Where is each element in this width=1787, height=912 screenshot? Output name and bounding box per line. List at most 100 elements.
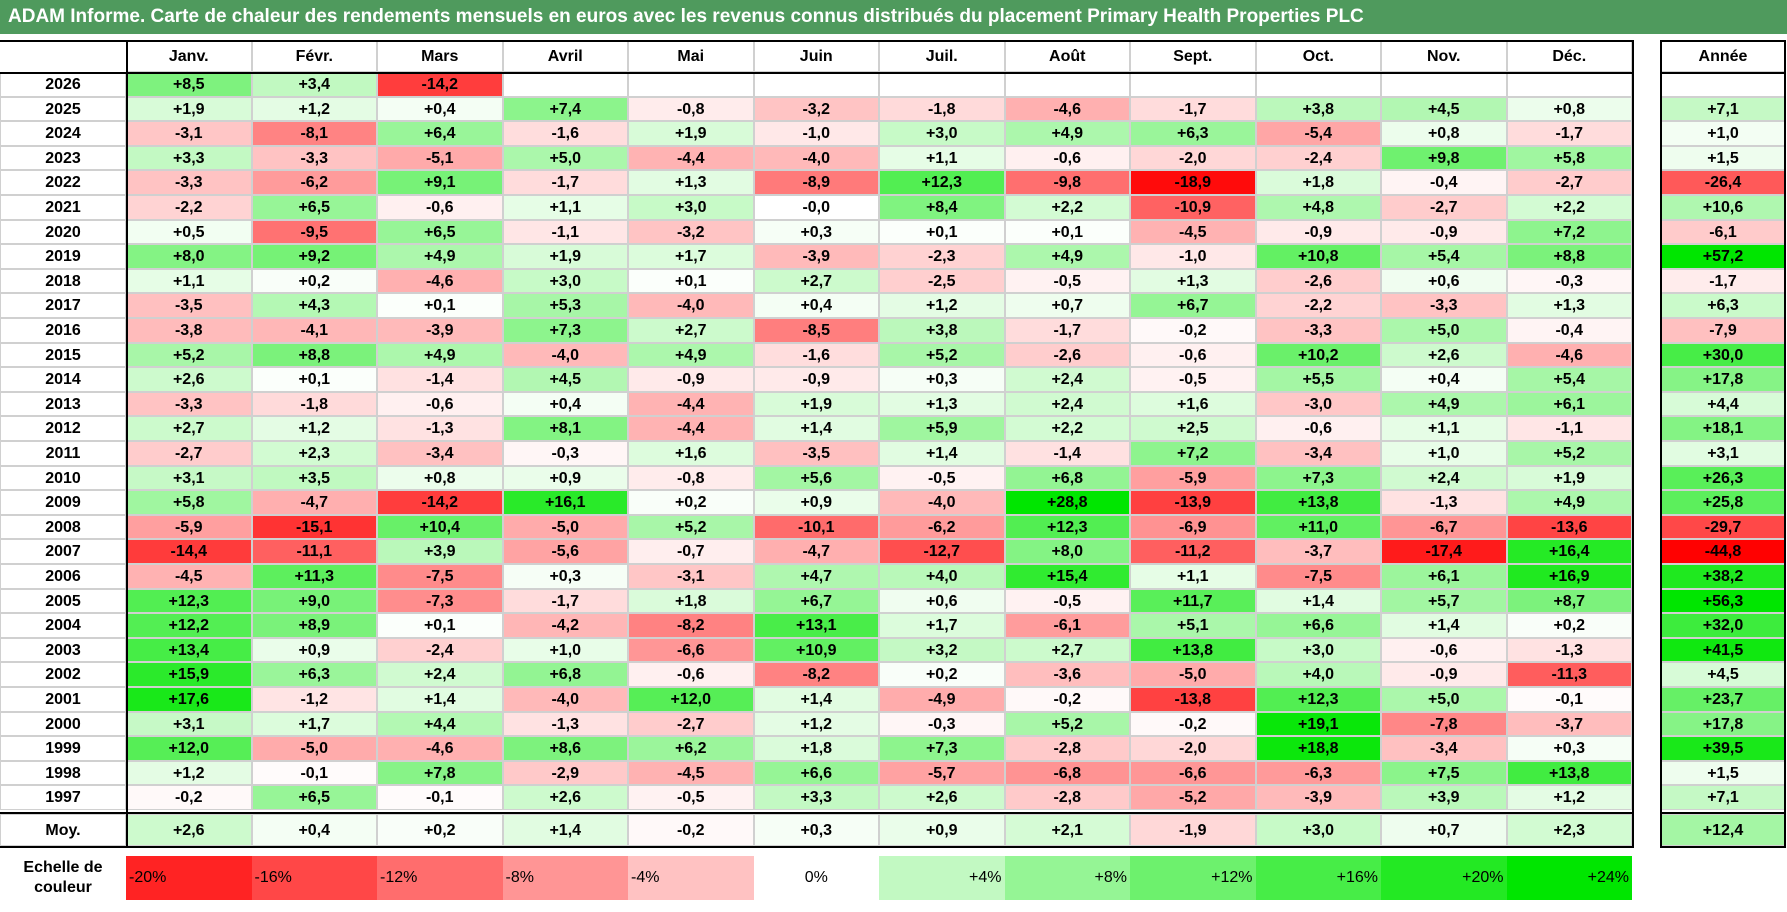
- heatmap-cell: +5,6: [753, 465, 879, 491]
- heatmap-cell: +1,4: [879, 441, 1005, 466]
- heatmap-cell: +0,5: [126, 219, 252, 245]
- heatmap-cell: +3,0: [502, 268, 628, 294]
- heatmap-cell: +2,5: [1130, 416, 1256, 441]
- heatmap-cell: +8,7: [1506, 588, 1632, 614]
- heatmap-cell: -3,0: [1255, 391, 1381, 417]
- heatmap-cell: +0,8: [1506, 96, 1632, 122]
- heatmap-cell: -5,2: [1130, 785, 1256, 810]
- heatmap-cell: -13,6: [1506, 514, 1632, 540]
- heatmap-cell: +0,2: [1506, 613, 1632, 638]
- heatmap-cell: [753, 72, 879, 97]
- grid-border: [1660, 40, 1662, 846]
- heatmap-cell: -1,8: [879, 96, 1005, 122]
- heatmap-cell: +0,3: [879, 367, 1005, 392]
- heatmap-cell: -3,5: [753, 441, 879, 466]
- heatmap-cell: -1,4: [1004, 441, 1130, 466]
- scale-swatch: 0%: [753, 856, 879, 900]
- heatmap-cell: -6,9: [1130, 514, 1256, 540]
- heatmap-cell: +19,1: [1255, 711, 1381, 737]
- scale-label-line1: Echelle de: [23, 859, 103, 876]
- heatmap-cell: -2,9: [502, 760, 628, 786]
- heatmap-cell: +1,7: [879, 613, 1005, 638]
- heatmap-cell: +2,2: [1004, 195, 1130, 220]
- heatmap-cell: +1,4: [753, 416, 879, 441]
- heatmap-cell: -4,4: [628, 416, 754, 441]
- heatmap-cell: -4,0: [502, 687, 628, 712]
- scale-swatch: -4%: [628, 856, 754, 900]
- heatmap-cell: +5,2: [1004, 711, 1130, 737]
- average-cell: -0,2: [628, 814, 754, 846]
- heatmap-cell: -1,8: [251, 391, 377, 417]
- heatmap-cell: -4,9: [879, 687, 1005, 712]
- annual-cell: +1,5: [1660, 760, 1786, 786]
- heatmap-cell: +0,8: [377, 465, 503, 491]
- heatmap-cell: +3,0: [628, 195, 754, 220]
- heatmap-cell: +12,3: [1255, 687, 1381, 712]
- average-cell: +1,4: [502, 814, 628, 846]
- heatmap-cell: +5,8: [126, 490, 252, 515]
- heatmap-cell: +1,2: [1506, 785, 1632, 810]
- heatmap-cell: -5,9: [1130, 465, 1256, 491]
- heatmap-cell: -8,2: [753, 662, 879, 687]
- heatmap-cell: +2,6: [502, 785, 628, 810]
- heatmap-cell: -4,6: [1004, 96, 1130, 122]
- heatmap-cell: +6,8: [502, 662, 628, 687]
- scale-swatch: -16%: [251, 856, 377, 900]
- heatmap-cell: +2,4: [1381, 465, 1507, 491]
- heatmap-cell: -1,1: [502, 219, 628, 245]
- year-label: 2023: [0, 145, 126, 171]
- heatmap-cell: +6,1: [1381, 564, 1507, 589]
- heatmap-cell: -2,2: [126, 195, 252, 220]
- grid-border: [0, 72, 1632, 74]
- annual-cell: +25,8: [1660, 490, 1786, 515]
- average-annual-cell: +12,4: [1660, 814, 1786, 846]
- heatmap-cell: -6,1: [1004, 613, 1130, 638]
- heatmap-cell: +4,4: [377, 711, 503, 737]
- heatmap-cell: -4,5: [126, 564, 252, 589]
- heatmap-cell: +2,4: [377, 662, 503, 687]
- heatmap-cell: +15,9: [126, 662, 252, 687]
- heatmap-cell: -3,9: [1255, 785, 1381, 810]
- heatmap-cell: -0,9: [1381, 219, 1507, 245]
- heatmap-cell: +0,3: [502, 564, 628, 589]
- heatmap-cell: +7,3: [879, 736, 1005, 761]
- heatmap-cell: +2,7: [126, 416, 252, 441]
- heatmap-cell: -0,1: [1506, 687, 1632, 712]
- heatmap-cell: +13,8: [1255, 490, 1381, 515]
- heatmap-cell: +6,4: [377, 121, 503, 146]
- heatmap-cell: -5,0: [251, 736, 377, 761]
- annual-cell: -1,7: [1660, 268, 1786, 294]
- heatmap-cell: +5,2: [1506, 441, 1632, 466]
- heatmap-cell: -0,2: [1004, 687, 1130, 712]
- heatmap-cell: +3,4: [251, 72, 377, 97]
- heatmap-cell: -6,2: [251, 170, 377, 195]
- year-label: 2012: [0, 416, 126, 441]
- heatmap-cell: -5,7: [879, 760, 1005, 786]
- heatmap-cell: -10,1: [753, 514, 879, 540]
- annual-cell: +57,2: [1660, 244, 1786, 269]
- month-header-1: Janv.: [126, 40, 252, 72]
- annual-cell: +18,1: [1660, 416, 1786, 441]
- annual-cell: +23,7: [1660, 687, 1786, 712]
- heatmap-cell: -4,7: [251, 490, 377, 515]
- scale-swatch: +24%: [1506, 856, 1632, 900]
- heatmap-cell: -0,2: [1130, 711, 1256, 737]
- heatmap-cell: +7,4: [502, 96, 628, 122]
- heatmap-cell: +0,9: [502, 465, 628, 491]
- grid-border: [1660, 846, 1786, 848]
- heatmap-cell: -4,6: [377, 736, 503, 761]
- heatmap-cell: -2,7: [1506, 170, 1632, 195]
- heatmap-cell: -0,6: [1255, 416, 1381, 441]
- heatmap-cell: -0,0: [753, 195, 879, 220]
- annual-cell: +4,4: [1660, 391, 1786, 417]
- heatmap-cell: -0,5: [879, 465, 1005, 491]
- heatmap-cell: +6,3: [251, 662, 377, 687]
- heatmap-cell: -0,9: [1381, 662, 1507, 687]
- heatmap-cell: -7,5: [1255, 564, 1381, 589]
- heatmap-cell: +2,4: [1004, 391, 1130, 417]
- heatmap-cell: +6,6: [1255, 613, 1381, 638]
- heatmap-cell: -3,2: [753, 96, 879, 122]
- heatmap-cell: +1,9: [628, 121, 754, 146]
- heatmap-cell: +10,4: [377, 514, 503, 540]
- month-header-2: Févr.: [251, 40, 377, 72]
